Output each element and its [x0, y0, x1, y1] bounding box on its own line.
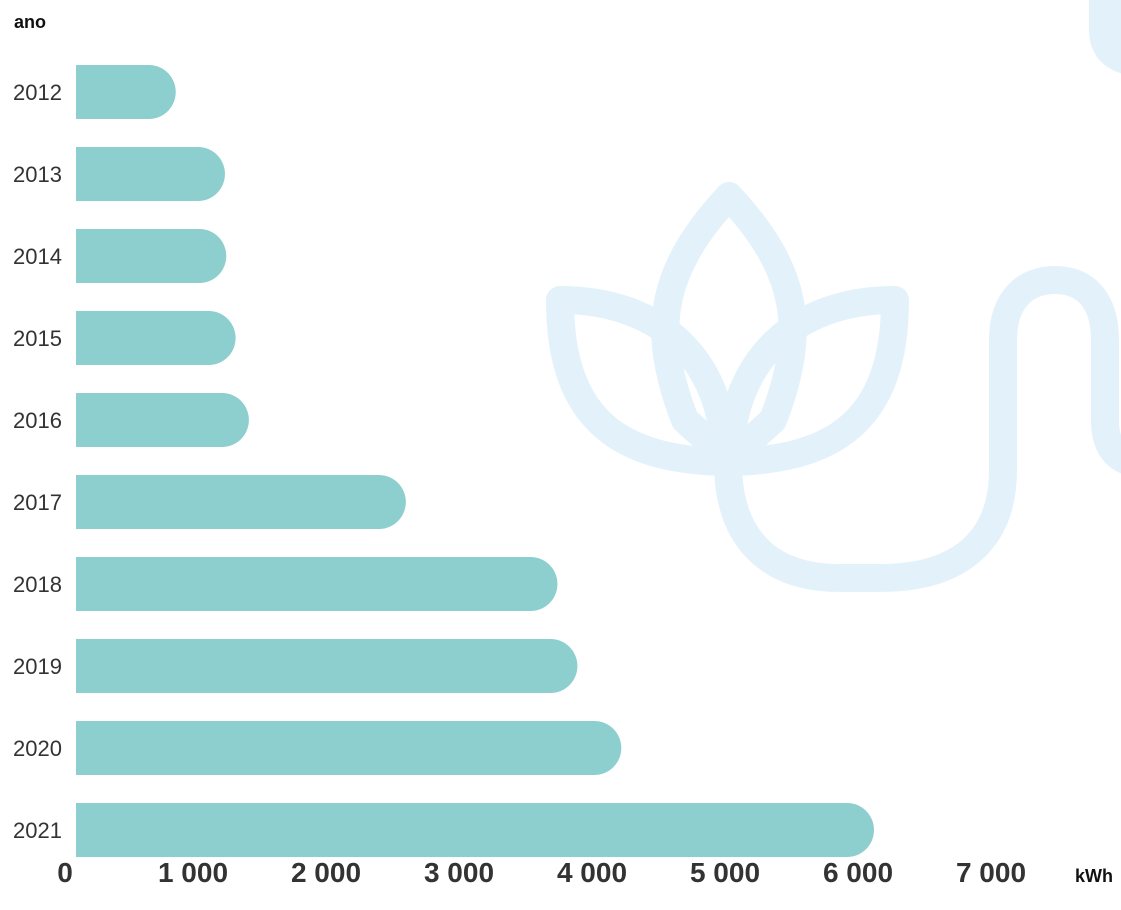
x-tick-label: 4 000: [557, 857, 627, 888]
bar-2019: [76, 639, 578, 693]
x-tick-label: 6 000: [823, 857, 893, 888]
x-tick-label: 3 000: [424, 857, 494, 888]
x-tick-label: 7 000: [956, 857, 1026, 888]
y-tick-label: 2019: [13, 654, 62, 679]
leaf-watermark-icon: [546, 0, 1121, 592]
bar-2017: [76, 475, 406, 529]
y-tick-label: 2020: [13, 736, 62, 761]
y-axis-title: ano: [14, 12, 46, 32]
y-tick-label: 2012: [13, 80, 62, 105]
bar-2016: [76, 393, 249, 447]
y-tick-label: 2017: [13, 490, 62, 515]
bar-2018: [76, 557, 558, 611]
y-tick-label: 2014: [13, 244, 62, 269]
bar-2013: [76, 147, 225, 201]
x-tick-label: 2 000: [291, 857, 361, 888]
y-tick-label: 2013: [13, 162, 62, 187]
x-axis-title: kWh: [1075, 866, 1113, 886]
bar-2015: [76, 311, 236, 365]
bar-2012: [76, 65, 176, 119]
y-tick-label: 2021: [13, 818, 62, 843]
x-tick-label: 0: [57, 857, 73, 888]
y-tick-label: 2018: [13, 572, 62, 597]
bar-2014: [76, 229, 227, 283]
y-tick-label: 2016: [13, 408, 62, 433]
x-tick-label: 1 000: [158, 857, 228, 888]
bar-2020: [76, 721, 622, 775]
y-tick-label: 2015: [13, 326, 62, 351]
bar-2021: [76, 803, 874, 857]
x-tick-label: 5 000: [690, 857, 760, 888]
